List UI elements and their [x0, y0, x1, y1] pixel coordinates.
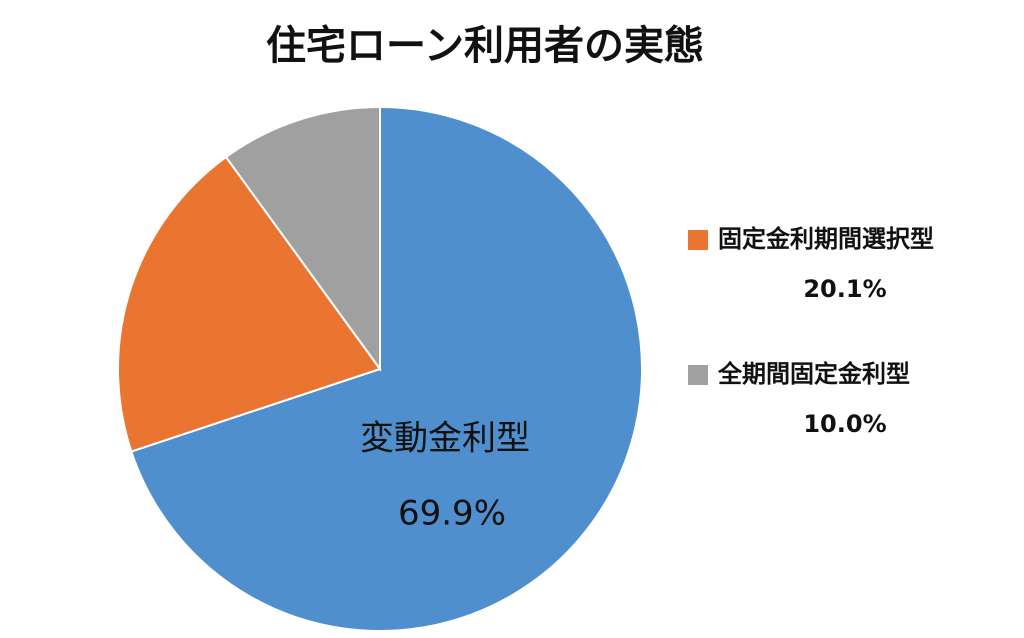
legend-label: 固定金利期間選択型	[718, 225, 934, 253]
legend-label: 全期間固定金利型	[717, 360, 910, 388]
legend-swatch	[688, 230, 708, 250]
slice-label: 変動金利型	[360, 419, 530, 459]
legend-value-label: 10.0%	[803, 410, 886, 438]
pie-slice	[224, 105, 381, 373]
pie-slice	[117, 155, 382, 453]
legend-swatch	[688, 365, 708, 385]
legend-value-label: 20.1%	[803, 275, 886, 303]
pie-slice	[130, 105, 643, 632]
slice-value-label: 69.9%	[398, 494, 506, 534]
chart-title: 住宅ローン利用者の実態	[266, 23, 704, 69]
